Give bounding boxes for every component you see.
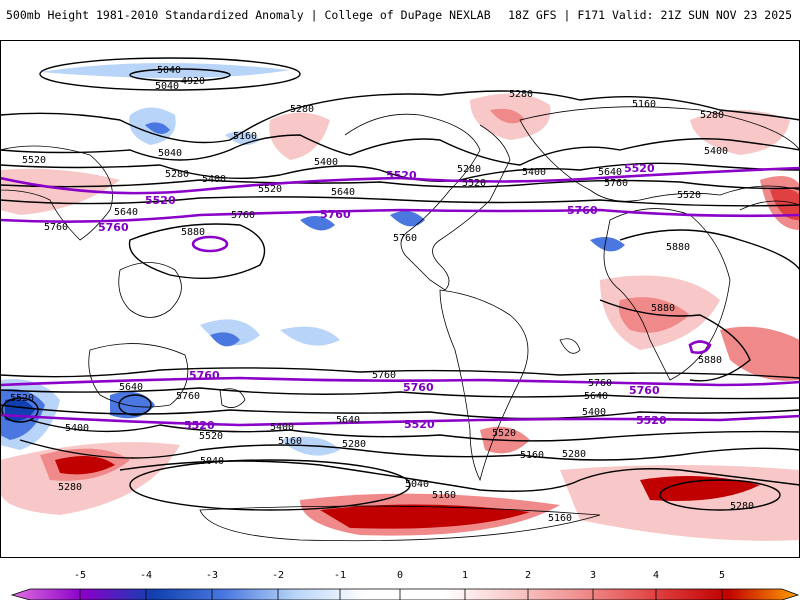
contour-label-5520-g: 5520 xyxy=(492,428,516,439)
contour-label-5280-i: 5280 xyxy=(730,501,754,512)
height-contours xyxy=(0,57,800,511)
contour-label-5040-c: 5040 xyxy=(158,148,182,159)
colorbar-tick-label: 1 xyxy=(461,570,469,581)
contour-label-5640-e: 5640 xyxy=(584,391,608,402)
contour-label-group: 5040 4920 5040 5280 5280 5160 5280 5160 … xyxy=(10,65,754,524)
colorbar-tick-label: -4 xyxy=(139,570,153,581)
contour-label-5520-b: 5520 xyxy=(258,184,282,195)
highlight-contours xyxy=(0,166,800,427)
map-canvas: 5040 4920 5040 5280 5280 5160 5280 5160 … xyxy=(0,40,800,558)
contour-label-5760-e: 5760 xyxy=(176,391,200,402)
contour-label-5520-d: 5520 xyxy=(677,190,701,201)
colorbar-tick-label: 5 xyxy=(718,570,726,581)
contour-label-5640-d: 5640 xyxy=(119,382,143,393)
colorbar-tick-label: 3 xyxy=(589,570,597,581)
highlight-label-5760-d: 5760 xyxy=(189,369,220,382)
contour-label-5280-g: 5280 xyxy=(562,449,586,460)
contour-label-5400-g: 5400 xyxy=(270,422,294,433)
contour-label-5040-b: 5040 xyxy=(155,81,179,92)
highlight-label-5760-f: 5760 xyxy=(629,384,660,397)
colorbar-tick-label: -2 xyxy=(271,570,285,581)
contour-label-5760-f: 5760 xyxy=(372,370,396,381)
highlight-label-5520-d: 5520 xyxy=(184,419,215,432)
contour-label-5760-a: 5760 xyxy=(604,178,628,189)
contour-label-5880-c: 5880 xyxy=(651,303,675,314)
contour-label-5160-d: 5160 xyxy=(520,450,544,461)
colorbar: -5 -4 -3 -2 -1 0 1 2 3 4 5 xyxy=(0,570,800,600)
contour-label-5160-e: 5160 xyxy=(432,490,456,501)
contour-label-5400-c: 5400 xyxy=(202,174,226,185)
highlight-label-5520-a: 5520 xyxy=(145,194,176,207)
contour-label-5760-g: 5760 xyxy=(588,378,612,389)
title-bar: 500mb Height 1981-2010 Standardized Anom… xyxy=(0,0,800,30)
contour-label-5280-d: 5280 xyxy=(165,169,189,180)
contour-label-5280-c: 5280 xyxy=(700,110,724,121)
contour-label-5280-b: 5280 xyxy=(509,89,533,100)
highlight-label-5520-f: 5520 xyxy=(636,414,667,427)
colorbar-tick-label: -1 xyxy=(333,570,347,581)
highlight-label-5760-c: 5760 xyxy=(567,204,598,217)
contour-label-5760-d: 5760 xyxy=(393,233,417,244)
contour-label-5880-a: 5880 xyxy=(181,227,205,238)
highlight-label-5520-e: 5520 xyxy=(404,418,435,431)
colorbar-tick-label: -5 xyxy=(73,570,87,581)
contour-label-5160-b: 5160 xyxy=(233,131,257,142)
contour-label-5640-a: 5640 xyxy=(331,187,355,198)
anomaly-shading xyxy=(0,62,800,541)
contour-label-5520-a: 5520 xyxy=(22,155,46,166)
contour-label-5520-c: 5520 xyxy=(462,178,486,189)
contour-label-5400-a: 5400 xyxy=(314,157,338,168)
contour-label-5280-f: 5280 xyxy=(342,439,366,450)
contour-label-5760-b: 5760 xyxy=(231,210,255,221)
contour-label-5400-b: 5400 xyxy=(704,146,728,157)
contour-label-5280-e: 5280 xyxy=(457,164,481,175)
contour-label-5760-c: 5760 xyxy=(44,222,68,233)
colorbar-tick-label: -3 xyxy=(205,570,219,581)
contour-label-5400-f: 5400 xyxy=(65,423,89,434)
highlight-label-5760-e: 5760 xyxy=(403,381,434,394)
anomaly-map: 5040 4920 5040 5280 5280 5160 5280 5160 … xyxy=(0,40,800,558)
highlight-label-5760-b: 5760 xyxy=(320,208,351,221)
contour-label-5040-top: 5040 xyxy=(157,65,181,76)
colorbar-gradient xyxy=(10,588,800,600)
highlight-label-5520-b: 5520 xyxy=(386,169,417,182)
highlight-label-5520-c: 5520 xyxy=(624,162,655,175)
contour-label-5640-f: 5640 xyxy=(336,415,360,426)
colorbar-tick-label: 4 xyxy=(652,570,660,581)
contour-label-5040-d: 5040 xyxy=(200,456,224,467)
colorbar-tick-label: 0 xyxy=(396,570,404,581)
contour-label-5400-e: 5400 xyxy=(582,407,606,418)
contour-label-5160-c: 5160 xyxy=(278,436,302,447)
contour-label-5880-d: 5880 xyxy=(698,355,722,366)
map-title: 500mb Height 1981-2010 Standardized Anom… xyxy=(6,8,491,22)
contour-label-5520-e: 5520 xyxy=(10,393,34,404)
coastlines xyxy=(0,106,800,542)
contour-label-5040-e: 5040 xyxy=(405,479,429,490)
contour-label-4920: 4920 xyxy=(181,76,205,87)
colorbar-scale xyxy=(10,588,800,600)
contour-label-5160-a: 5160 xyxy=(632,99,656,110)
model-run-info: 18Z GFS | F171 Valid: 21Z SUN NOV 23 202… xyxy=(508,8,792,22)
highlight-label-5760-a: 5760 xyxy=(98,221,129,234)
colorbar-tick-label: 2 xyxy=(524,570,532,581)
contour-label-5640-c: 5640 xyxy=(114,207,138,218)
contour-label-5280-h: 5280 xyxy=(58,482,82,493)
contour-label-5400-d: 5400 xyxy=(522,167,546,178)
contour-label-5640-b: 5640 xyxy=(598,167,622,178)
contour-label-5520-f: 5520 xyxy=(199,431,223,442)
contour-label-5160-f: 5160 xyxy=(548,513,572,524)
colorbar-ticks xyxy=(79,589,723,600)
contour-label-5880-b: 5880 xyxy=(666,242,690,253)
contour-label-5280-a: 5280 xyxy=(290,104,314,115)
